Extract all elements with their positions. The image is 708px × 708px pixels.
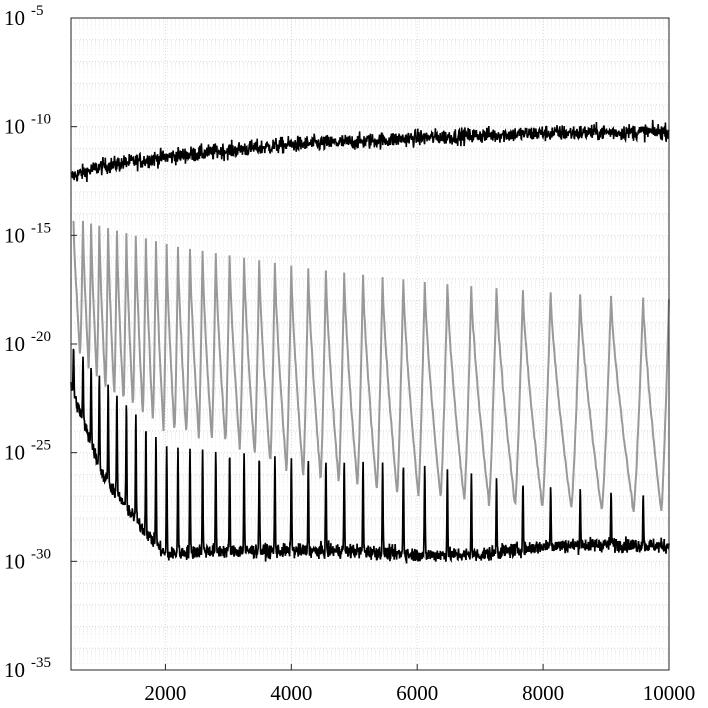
y-tick-label-base: 10 — [4, 441, 25, 465]
y-tick-label-base: 10 — [4, 223, 25, 247]
x-tick-label: 2000 — [144, 681, 186, 705]
y-tick-label-exponent: -25 — [31, 438, 51, 454]
y-tick-label-base: 10 — [4, 6, 25, 30]
y-tick-label-exponent: -30 — [31, 546, 51, 562]
x-tick-label: 4000 — [270, 681, 312, 705]
series-layer — [70, 119, 670, 564]
series-1-line — [72, 220, 670, 512]
y-tick-label-exponent: -20 — [31, 329, 51, 345]
x-tick-label: 10000 — [643, 681, 696, 705]
y-tick-label-exponent: -15 — [31, 220, 51, 236]
y-tick-label-base: 10 — [4, 658, 25, 682]
x-tick-label: 8000 — [522, 681, 564, 705]
y-tick-label-base: 10 — [4, 115, 25, 139]
axes: 2000 4000 6000 8000 10000 10 -5 10 -10 10 -15 10 -20… — [4, 3, 695, 705]
y-tick-label-exponent: -35 — [31, 655, 51, 671]
x-tick-label: 6000 — [396, 681, 438, 705]
y-tick-label-base: 10 — [4, 549, 25, 573]
series-2-line — [70, 348, 670, 564]
y-tick-label-base: 10 — [4, 332, 25, 356]
y-tick-label-exponent: -10 — [31, 112, 51, 128]
series-0-line — [70, 119, 670, 183]
y-tick-label-exponent: -5 — [31, 3, 44, 19]
